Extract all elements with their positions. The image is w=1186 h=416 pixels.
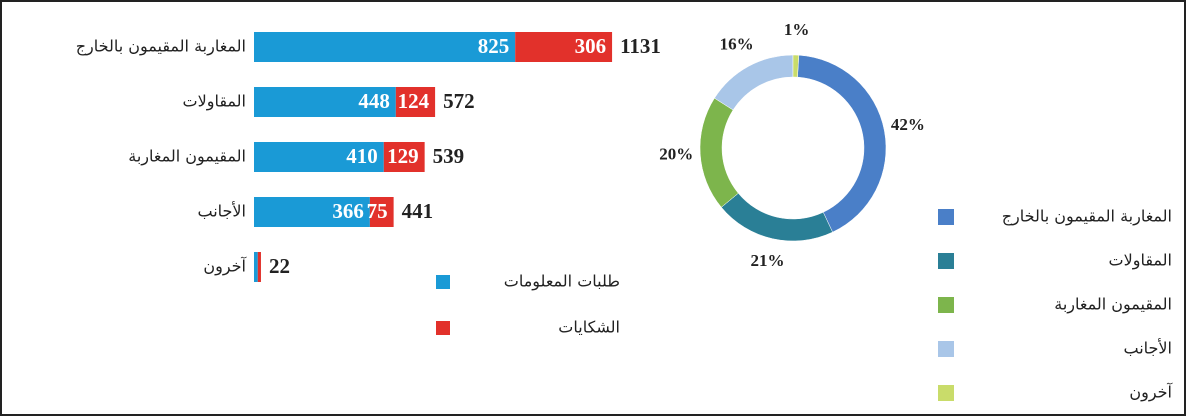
bar-segment (395, 87, 436, 117)
total-label: 22 (269, 254, 290, 278)
legend-label: الأجانب (1124, 338, 1173, 358)
value-label: 448 (358, 89, 390, 113)
total-label: 539 (433, 144, 465, 168)
slice-label: 1% (784, 20, 810, 39)
bar-segment (383, 142, 425, 172)
value-label: 129 (387, 144, 419, 168)
legend-label: الشكايات (558, 318, 620, 337)
legend-swatch (938, 385, 954, 401)
slice-label: 21% (750, 251, 784, 270)
value-label: 825 (478, 34, 510, 58)
category-label: المقاولات (183, 92, 246, 112)
legend-label: المغاربة المقيمون بالخارج (1002, 207, 1172, 227)
legend-swatch (436, 321, 450, 335)
legend-swatch (436, 275, 450, 289)
slice-label: 16% (720, 34, 754, 53)
bar-segment (254, 252, 258, 282)
value-label: 124 (398, 89, 430, 113)
legend-swatch (938, 297, 954, 313)
slice-label: 20% (659, 144, 693, 163)
bar-segment (254, 32, 516, 62)
value-label: 366 (332, 199, 364, 223)
total-label: 572 (443, 89, 475, 113)
value-label: 306 (575, 34, 607, 58)
total-label: 1131 (620, 34, 661, 58)
legend-swatch (938, 341, 954, 357)
category-label: المقيمون المغاربة (128, 147, 246, 167)
legend-swatch (938, 253, 954, 269)
category-label: الأجانب (198, 201, 247, 221)
donut-slice (792, 54, 800, 78)
value-label: 410 (346, 144, 378, 168)
category-label: المغاربة المقيمون بالخارج (76, 37, 246, 57)
bar-segment (254, 197, 370, 227)
category-label: آخرون (203, 257, 247, 277)
bar-segment (257, 252, 261, 282)
legend-label: المقاولات (1109, 251, 1172, 271)
bar-segment (369, 197, 394, 227)
legend-swatch (938, 209, 954, 225)
legend-label: طلبات المعلومات (504, 272, 620, 292)
total-label: 441 (402, 199, 434, 223)
bar-segment (254, 142, 384, 172)
legend-label: المقيمون المغاربة (1054, 295, 1172, 315)
slice-label: 42% (891, 115, 925, 134)
bar-segment (254, 87, 396, 117)
bar-segment (515, 32, 613, 62)
legend-label: آخرون (1129, 383, 1173, 403)
value-label: 75 (367, 199, 388, 223)
